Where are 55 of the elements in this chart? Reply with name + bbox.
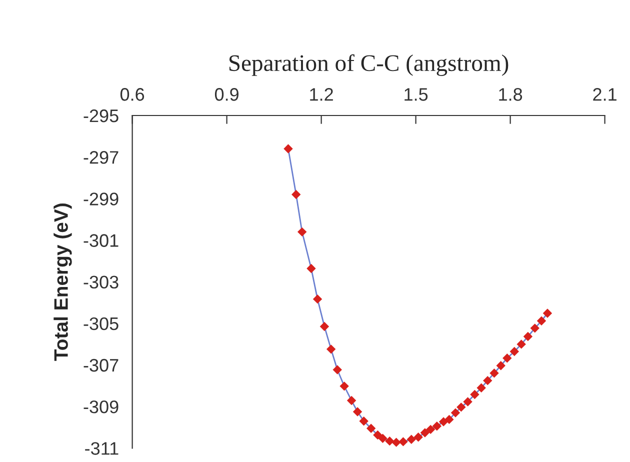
point [456, 402, 466, 412]
point [297, 227, 307, 237]
point [536, 316, 546, 326]
x-tick-label: 1.8 [499, 88, 522, 101]
x-tick-label: 2.1 [593, 88, 616, 101]
point [385, 436, 394, 446]
point [414, 432, 423, 442]
point [496, 361, 506, 370]
point [463, 397, 472, 406]
point [420, 428, 430, 438]
point [523, 332, 533, 342]
point [291, 190, 301, 200]
point [320, 322, 330, 332]
point [378, 434, 388, 443]
x-tick-label: 1.2 [310, 88, 333, 101]
point [432, 421, 442, 431]
x-tick-label: 0.6 [120, 88, 144, 101]
y-tick-label: -297 [84, 151, 118, 164]
point [502, 354, 512, 363]
x-axis-title: Separation of C-C (angstrom) [229, 54, 508, 76]
y-axis-title: Total Energy (eV) [54, 204, 72, 361]
point [398, 437, 408, 446]
y-tick-label: -309 [84, 400, 118, 414]
point [450, 408, 460, 418]
point [516, 340, 526, 349]
y-tick-label: -305 [84, 317, 118, 330]
point [510, 346, 519, 356]
y-tick-label: -307 [84, 358, 118, 372]
y-tick-label: -311 [85, 442, 118, 455]
point [326, 344, 336, 354]
point [359, 416, 368, 426]
point [392, 438, 401, 447]
y-tick-label: -303 [84, 276, 118, 289]
point [483, 376, 492, 386]
point [530, 324, 540, 333]
point [332, 365, 342, 374]
point [312, 294, 322, 304]
point [352, 407, 362, 416]
point [346, 396, 356, 406]
point [284, 144, 293, 154]
point [542, 308, 552, 318]
point [444, 414, 454, 424]
point [490, 368, 499, 378]
point [426, 424, 436, 434]
point [470, 390, 480, 400]
point [366, 424, 376, 433]
x-tick-label: 0.9 [214, 88, 238, 101]
y-tick-label: -299 [84, 192, 118, 206]
point [306, 264, 316, 274]
point [406, 434, 416, 444]
x-tick-label: 1.5 [404, 88, 428, 101]
point [476, 383, 486, 392]
y-tick-label: -301 [84, 234, 118, 247]
y-tick-label: -295 [84, 109, 118, 122]
point [340, 382, 349, 391]
